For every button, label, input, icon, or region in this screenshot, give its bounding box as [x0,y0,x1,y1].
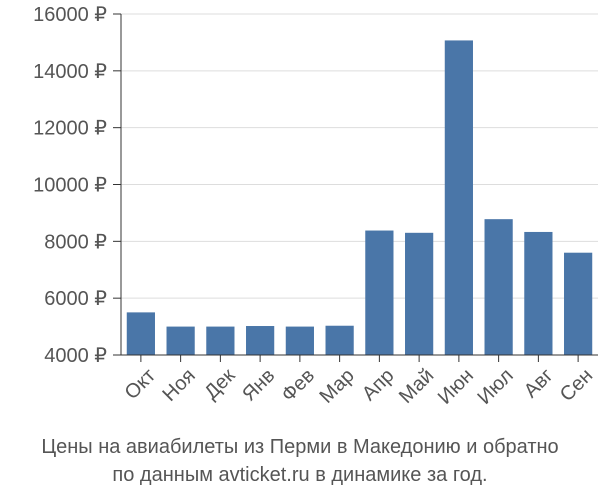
bar-3 [206,326,235,355]
bar-1 [126,312,155,355]
x-tick-label: Сен [556,365,597,406]
bar-12 [564,252,593,355]
bar-11 [524,231,553,355]
x-tick-label: Мар [316,365,359,408]
x-tick-label: Май [395,365,438,408]
x-tick-label: Янв [238,365,279,406]
x-tick-label: Июл [474,365,518,409]
bar-10 [484,219,513,355]
bar-7 [365,230,394,355]
y-tick-labels: 4000 ₽ 6000 ₽ 8000 ₽ 10000 ₽ 12000 ₽ 14000 ₽ 1… [33,4,121,367]
x-tick-label: Фев [277,365,319,407]
bar-6 [325,325,354,355]
bar-2 [166,326,195,355]
axes [120,14,598,356]
y-tick-label: 12000 ₽ [33,118,107,140]
grid-lines [121,13,598,356]
x-tick-label: Ноя [158,365,199,406]
bar-9 [444,40,473,356]
y-tick-label: 10000 ₽ [33,175,107,197]
x-tick-label: Июн [434,365,478,409]
bar-chart: 4000 ₽ 6000 ₽ 8000 ₽ 10000 ₽ 12000 ₽ 14000 ₽ 1… [33,4,598,409]
x-tick-label: Апр [358,365,399,406]
chart-caption-line-1: Цены на авиабилеты из Перми в Македонию … [41,436,559,458]
x-tick-label: Дек [200,364,239,403]
y-tick-label: 16000 ₽ [33,4,107,26]
y-tick-label: 6000 ₽ [44,288,107,310]
y-tick-label: 14000 ₽ [33,61,107,83]
y-tick-label: 8000 ₽ [44,231,107,253]
y-tick-label: 4000 ₽ [44,345,107,367]
chart-caption-line-2: по данным avticket.ru в динамике за год. [112,464,488,486]
x-tick-label: Авг [520,365,558,403]
x-tick-label: Окт [121,365,160,404]
bar-4 [246,326,275,355]
bar-8 [405,232,434,355]
bars [126,40,593,356]
bar-5 [285,326,314,355]
